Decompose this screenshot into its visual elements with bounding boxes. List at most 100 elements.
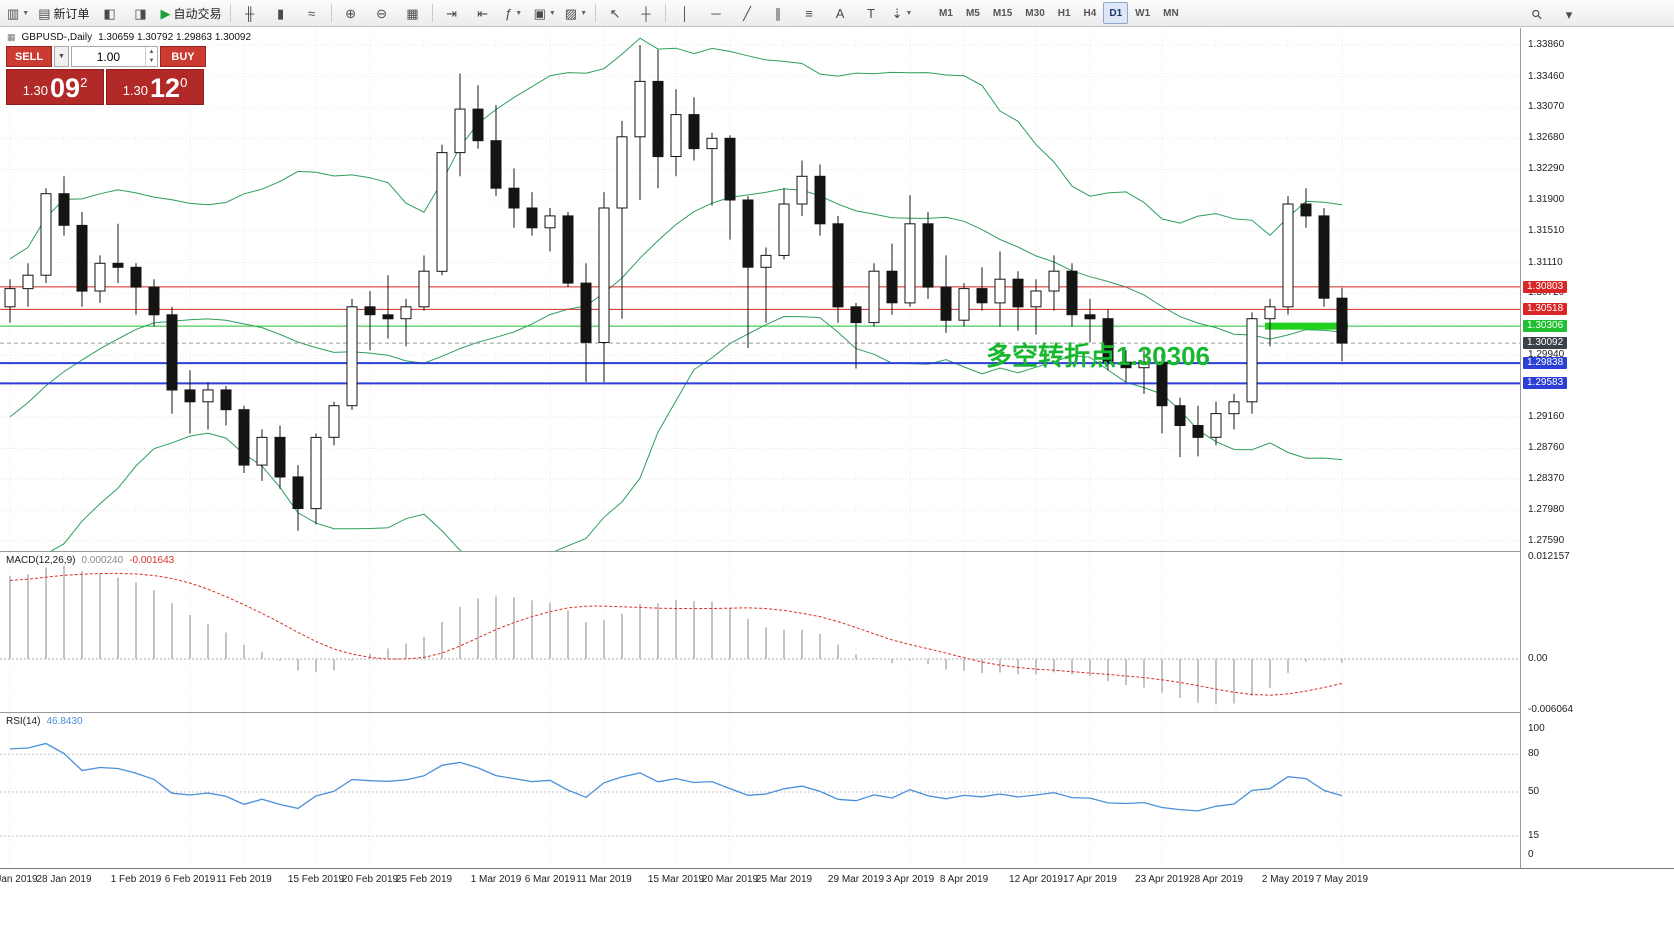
candle bbox=[346, 306, 358, 407]
timeframe-m5-button[interactable]: M5 bbox=[965, 7, 980, 19]
text-label-icon: T bbox=[867, 5, 875, 21]
chart-shift-button[interactable]: ⇤ bbox=[468, 1, 498, 25]
candle bbox=[256, 436, 268, 466]
buy-price-box[interactable]: 1.30 12 0 bbox=[106, 69, 204, 105]
cursor-button[interactable]: ↖ bbox=[600, 1, 630, 25]
price-axis[interactable]: 1.33860 1.33460 1.33070 1.32680 1.32290 1.319… bbox=[1520, 28, 1674, 868]
candle bbox=[886, 270, 898, 304]
candle bbox=[220, 389, 232, 411]
trendline-button[interactable]: ╱ bbox=[732, 1, 762, 25]
volume-up-icon[interactable]: ▲ bbox=[148, 48, 155, 55]
caret-down-icon: ▼ bbox=[22, 9, 30, 17]
date-label: 12 Apr 2019 bbox=[1009, 874, 1063, 885]
new-order-label: 新订单 bbox=[53, 6, 90, 21]
chart-line-button[interactable]: ≈ bbox=[297, 1, 327, 25]
axis-tick-label: 0.012157 bbox=[1528, 551, 1570, 562]
volume-down-icon[interactable]: ▼ bbox=[148, 58, 155, 65]
candle bbox=[742, 199, 754, 268]
crosshair-button[interactable]: ┼ bbox=[631, 1, 661, 25]
new-order-button[interactable]: ▤ 新订单 bbox=[34, 1, 93, 25]
rsi-pane-canvas[interactable] bbox=[0, 713, 1520, 868]
volume-input[interactable] bbox=[72, 47, 145, 66]
chart-candles-icon: ▮ bbox=[276, 5, 285, 21]
timeframe-h4-button[interactable]: H4 bbox=[1083, 7, 1097, 19]
timeframe-m30-button[interactable]: M30 bbox=[1025, 7, 1045, 19]
text-label-button[interactable]: T bbox=[856, 1, 886, 25]
toolbar-separator bbox=[229, 4, 231, 22]
indicators-button[interactable]: ƒ ▼ bbox=[499, 1, 529, 25]
new-chart-button[interactable]: ▥ ▼ bbox=[3, 1, 33, 25]
horizontal-line-icon: ─ bbox=[711, 5, 721, 21]
price-chart-canvas[interactable] bbox=[0, 28, 1520, 551]
candle bbox=[904, 223, 916, 304]
chart-bars-button[interactable]: ╫ bbox=[235, 1, 265, 25]
candle bbox=[130, 266, 142, 288]
timeframe-m1-button[interactable]: M1 bbox=[939, 7, 953, 19]
periods-button[interactable]: ▣ ▼ bbox=[530, 1, 560, 25]
candle bbox=[634, 80, 646, 138]
toolbar: ▥ ▼ ▤ 新订单 ◧ ◨ ▶ 自动交易 ╫ ▮ ≈ ⊕ ⊖ ▦ ⇥ ⇤ ƒ ▼ ▣ ▼ ▨ ▼ ↖ ┼ │ ─ ╱ ∥ ≡ A T ⇣ ▼ M… bbox=[0, 0, 1674, 27]
one-click-trading-panel: SELL ▼ ▲ ▼ BUY 1.30 09 2 1.3 bbox=[6, 46, 206, 105]
axis-tick-label: 1.29160 bbox=[1528, 410, 1565, 422]
date-label: 25 Feb 2019 bbox=[395, 874, 453, 885]
rsi-line bbox=[9, 742, 1343, 812]
fibonacci-button[interactable]: ≡ bbox=[794, 1, 824, 25]
candle bbox=[544, 215, 556, 229]
buy-button[interactable]: BUY bbox=[160, 46, 206, 67]
timeframe-w1-button[interactable]: W1 bbox=[1135, 7, 1151, 19]
axis-tick-label: 100 bbox=[1528, 723, 1545, 734]
date-label: 20 Mar 2019 bbox=[701, 874, 759, 885]
timeframe-h1-button[interactable]: H1 bbox=[1057, 7, 1071, 19]
axis-tick-label: 15 bbox=[1528, 830, 1540, 842]
axis-tick-label: 1.32290 bbox=[1528, 163, 1565, 175]
zoom-in-button[interactable]: ⊕ bbox=[336, 1, 366, 25]
pane-separator[interactable] bbox=[0, 551, 1674, 552]
candle bbox=[166, 314, 178, 391]
vertical-line-icon: │ bbox=[680, 5, 690, 21]
caret-down-icon: ▼ bbox=[580, 9, 588, 17]
candle bbox=[1246, 318, 1258, 403]
price-tag: 1.29583 bbox=[1523, 377, 1568, 390]
profiles-button[interactable]: ◨ bbox=[126, 1, 156, 25]
rsi-value: 46.8430 bbox=[46, 716, 83, 727]
date-label: 11 Mar 2019 bbox=[576, 874, 632, 885]
timeframe-m15-button[interactable]: M15 bbox=[992, 7, 1013, 19]
tile-windows-button[interactable]: ▦ bbox=[398, 1, 428, 25]
axis-tick-label: 1.27590 bbox=[1528, 535, 1565, 546]
axis-tick-label: 1.31110 bbox=[1528, 256, 1563, 268]
pane-separator[interactable] bbox=[0, 712, 1674, 713]
timeframe-d1-button[interactable]: D1 bbox=[1103, 2, 1129, 24]
equidistant-channel-button[interactable]: ∥ bbox=[763, 1, 793, 25]
trade-options-dropdown[interactable]: ▼ bbox=[54, 46, 69, 67]
auto-scroll-button[interactable]: ⇥ bbox=[437, 1, 467, 25]
macd-pane-canvas[interactable] bbox=[0, 552, 1520, 712]
timeframe-mn-button[interactable]: MN bbox=[1163, 7, 1179, 19]
sell-button[interactable]: SELL bbox=[6, 46, 52, 67]
candle bbox=[292, 476, 304, 509]
chart-icon: ▦ bbox=[7, 32, 16, 42]
chart-candles-button[interactable]: ▮ bbox=[266, 1, 296, 25]
candle bbox=[94, 262, 106, 292]
vertical-line-button[interactable]: │ bbox=[670, 1, 700, 25]
open-data-folder-icon: ◧ bbox=[103, 5, 116, 21]
search-button[interactable]: ⚲ bbox=[1522, 2, 1552, 26]
price-tag: 1.29838 bbox=[1523, 357, 1568, 370]
horizontal-line-button[interactable]: ─ bbox=[701, 1, 731, 25]
candle bbox=[1282, 203, 1294, 308]
expand-button[interactable]: ▾ bbox=[1554, 2, 1584, 26]
zoom-out-button[interactable]: ⊖ bbox=[367, 1, 397, 25]
sell-price-box[interactable]: 1.30 09 2 bbox=[6, 69, 104, 105]
candle bbox=[724, 137, 736, 201]
text-button[interactable]: A bbox=[825, 1, 855, 25]
candle bbox=[40, 193, 52, 276]
macd-label: MACD(12,26,9) 0.000240 -0.001643 bbox=[6, 555, 174, 566]
axis-tick-label: 80 bbox=[1528, 748, 1540, 760]
templates-button[interactable]: ▨ ▼ bbox=[561, 1, 591, 25]
sell-price-pip: 2 bbox=[80, 75, 88, 90]
date-label: 6 Feb 2019 bbox=[164, 874, 216, 885]
arrows-button[interactable]: ⇣ ▼ bbox=[887, 1, 917, 25]
volume-field: ▲ ▼ bbox=[71, 46, 158, 67]
autotrading-button[interactable]: ▶ 自动交易 bbox=[157, 1, 226, 25]
open-data-folder-button[interactable]: ◧ bbox=[95, 1, 125, 25]
